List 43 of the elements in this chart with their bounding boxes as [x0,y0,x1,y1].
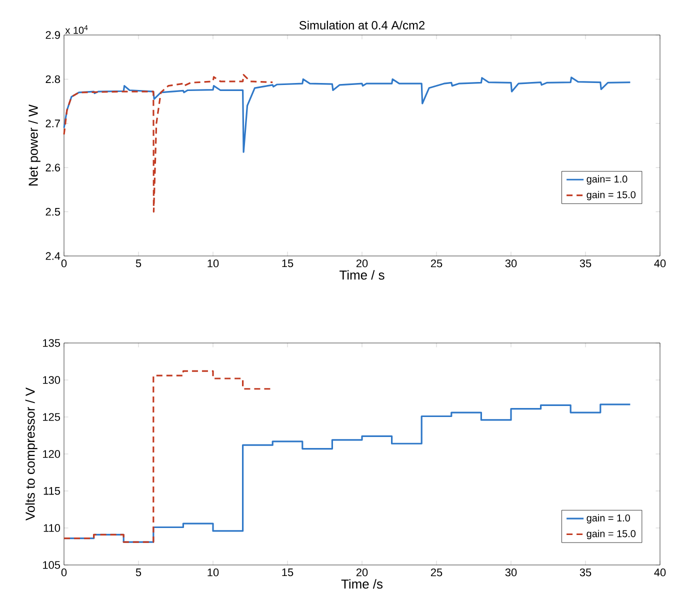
y-tick-label: 105 [43,561,60,569]
x-tick-label: 30 [505,260,517,268]
legend-label: gain= 1.0 [586,175,628,185]
y-tick-label: 2.7 [46,120,60,128]
x-tick-label: 40 [654,260,666,268]
x-tick-label: 40 [654,568,666,576]
x-tick-label: 30 [505,568,517,576]
legend-label: gain = 15.0 [586,190,636,200]
y-tick-label: 135 [43,339,60,347]
y-tick-label: 2.9 [46,31,60,39]
y-tick-label: 2.5 [46,208,60,216]
x-tick-label: 20 [356,568,368,576]
x-tick-label: 35 [580,568,592,576]
line-series [63,74,274,213]
y-tick-label: 110 [44,524,60,532]
y-tick-label: 120 [43,450,60,458]
x-tick-label: 35 [580,260,592,268]
x-tick-label: 10 [208,568,219,576]
x-tick-label: 15 [282,568,294,576]
x-tick-label: 25 [430,260,442,268]
y-tick-label: 2.6 [46,164,60,172]
x-tick-label: 5 [136,568,142,576]
legend-label: gain = 15.0 [586,530,636,540]
chart-title: Simulation at 0.4 A/cm2 [299,20,425,30]
y-tick-label: 130 [43,376,60,384]
x-tick-label: 10 [208,260,219,268]
text: x 10$^{4}$ [65,25,88,34]
y-tick-label: 2.4 [46,252,60,260]
x-tick-label: 25 [430,568,442,576]
legend-label: gain = 1.0 [586,514,630,524]
y-axis-title: Net power / W [28,104,40,186]
y-axis-title: Volts to compressor / V [25,387,38,521]
x-axis-title: Time / s [340,270,384,280]
x-tick-label: 0 [61,260,67,268]
y-tick-label: 125 [43,413,60,421]
x-tick-label: 5 [136,260,142,268]
x-tick-label: 0 [61,568,67,576]
y-tick-label: 115 [44,487,60,495]
x-tick-label: 20 [356,260,368,268]
x-axis-title: Time /s [341,579,383,589]
y-tick-label: 2.8 [46,75,60,84]
line-series [63,76,632,153]
x-tick-label: 15 [282,260,294,268]
